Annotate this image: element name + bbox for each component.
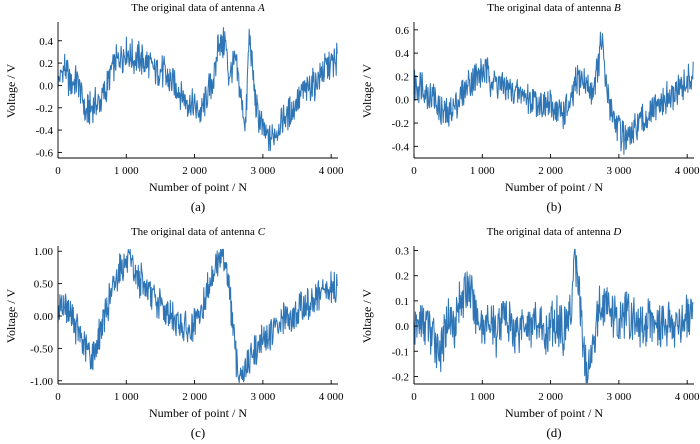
y-tick-label: 1.00	[34, 246, 54, 258]
x-tick-label: 3 000	[251, 165, 276, 177]
chart-title-text: The original data of antenna	[131, 2, 258, 14]
y-tick-label: 0.4	[39, 36, 53, 48]
y-tick-label: 0.50	[34, 279, 54, 291]
chart-panel-c: 0 1 000 2 000 3 000 4 000 -1.00 -0.50 0.00 0.50 1…	[4, 226, 344, 440]
x-tick-label: 3 000	[251, 391, 276, 403]
x-tick-label: 2 000	[182, 165, 207, 177]
chart-title-variable: A	[257, 2, 265, 14]
series-line-antenna-c	[57, 248, 338, 384]
x-axis-label: Number of point / N	[149, 406, 247, 420]
chart-title: The original data of antenna C	[131, 226, 266, 238]
y-tick-label: 0.0	[395, 95, 409, 107]
chart-title-text: The original data of antenna	[487, 2, 614, 14]
y-axis-label: Voltage / V	[360, 64, 374, 119]
x-tick-label: 3 000	[607, 391, 632, 403]
chart-title: The original data of antenna A	[131, 2, 265, 14]
y-tick-label: -0.2	[36, 103, 53, 115]
x-tick-label: 4 000	[675, 165, 700, 177]
x-tick-label: 1 000	[470, 165, 495, 177]
chart-title-text: The original data of antenna	[487, 226, 614, 238]
chart-title-variable: D	[612, 226, 621, 238]
y-axis-label: Voltage / V	[4, 64, 18, 119]
series-line-antenna-d	[413, 248, 694, 384]
x-tick-label: 4 000	[675, 391, 700, 403]
y-tick-label: -0.4	[36, 125, 54, 137]
x-tick-label: 0	[411, 165, 417, 177]
x-tick-label: 3 000	[607, 165, 632, 177]
y-axis-label: Voltage / V	[4, 289, 18, 344]
series-line-antenna-a	[57, 27, 338, 152]
y-tick-label: 0.0	[39, 80, 53, 92]
chart-title: The original data of antenna B	[487, 2, 621, 14]
y-tick-label: 0.1	[395, 296, 409, 308]
x-tick-label: 2 000	[538, 165, 563, 177]
chart-title: The original data of antenna D	[487, 226, 622, 238]
x-tick-label: 4 000	[319, 165, 344, 177]
chart-panel-b: 0 1 000 2 000 3 000 4 000 -0.4 -0.2 0.0 0.2 0.4 0.…	[360, 2, 700, 214]
chart-panel-d: 0 1 000 2 000 3 000 4 000 -0.2 -0.1 0.0 0.1 0.2 0.…	[360, 226, 700, 440]
x-tick-label: 1 000	[114, 165, 139, 177]
x-tick-label: 4 000	[319, 391, 344, 403]
chart-title-text: The original data of antenna	[131, 226, 258, 238]
series-line-antenna-b	[413, 31, 694, 155]
y-tick-label: 0.6	[395, 25, 409, 37]
x-tick-label: 1 000	[470, 391, 495, 403]
x-tick-label: 2 000	[182, 391, 207, 403]
x-tick-label: 0	[411, 391, 417, 403]
y-tick-label: -1.00	[30, 376, 53, 388]
y-tick-label: -0.2	[392, 118, 409, 130]
y-axis-label: Voltage / V	[360, 289, 374, 344]
y-tick-label: 0.00	[34, 311, 54, 323]
panel-caption: (b)	[546, 199, 561, 214]
y-tick-label: 0.3	[395, 246, 409, 258]
y-tick-label: 0.4	[395, 48, 409, 60]
y-tick-label: -0.50	[30, 343, 53, 355]
panel-caption: (d)	[546, 425, 561, 440]
y-tick-label: 0.2	[39, 58, 53, 70]
chart-title-variable: B	[614, 2, 621, 14]
y-tick-label: 0.0	[395, 321, 409, 333]
chart-title-variable: C	[258, 226, 266, 238]
x-tick-label: 1 000	[114, 391, 139, 403]
x-tick-label: 0	[55, 165, 61, 177]
y-tick-label: 0.2	[395, 271, 409, 283]
x-tick-label: 0	[55, 391, 61, 403]
y-tick-label: -0.6	[36, 147, 54, 159]
panel-caption: (a)	[191, 199, 205, 214]
x-tick-label: 2 000	[538, 391, 563, 403]
y-tick-label: -0.1	[392, 346, 409, 358]
y-tick-label: -0.2	[392, 371, 409, 383]
chart-panel-a: 0 1 000 2 000 3 000 4 000 -0.6 -0.4 -0.2 0.0 0.2 0…	[4, 2, 344, 214]
panel-caption: (c)	[191, 425, 205, 440]
y-tick-label: 0.2	[395, 71, 409, 83]
y-tick-label: -0.4	[392, 141, 410, 153]
x-axis-label: Number of point / N	[505, 406, 603, 420]
x-axis-label: Number of point / N	[149, 180, 247, 194]
x-axis-label: Number of point / N	[505, 180, 603, 194]
